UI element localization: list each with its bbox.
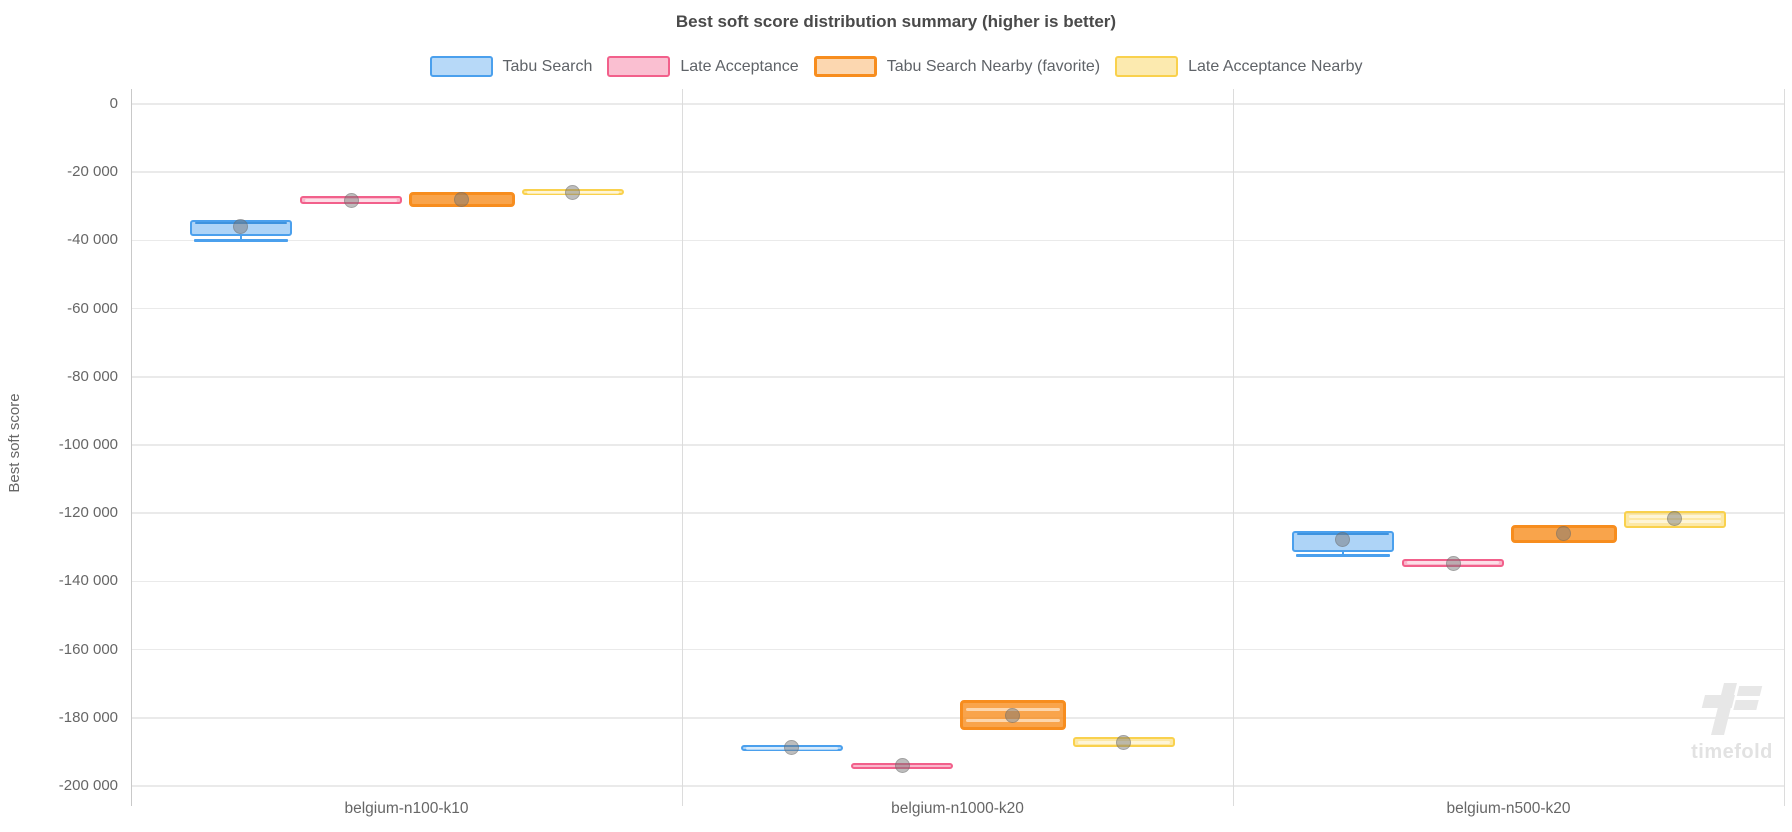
panel-divider xyxy=(1233,89,1234,806)
gridline-horizontal xyxy=(131,307,1784,310)
legend-swatch xyxy=(1115,56,1179,77)
y-tick-label: -140 000 xyxy=(58,572,118,590)
gridline-horizontal xyxy=(131,512,1784,514)
panel-divider xyxy=(682,89,683,806)
legend: Tabu Search Late Acceptance Tabu Search Ne… xyxy=(0,56,1792,77)
mean-dot[interactable] xyxy=(1005,707,1021,723)
watermark-text: timefold xyxy=(1691,741,1773,763)
whisker-cap xyxy=(193,239,288,242)
legend-label: Tabu Search xyxy=(502,57,593,75)
mean-dot[interactable] xyxy=(784,740,799,756)
y-tick-label: -80 000 xyxy=(67,367,118,385)
gridline-horizontal xyxy=(131,648,1784,651)
gridline-horizontal xyxy=(131,444,1784,446)
timefold-logo-icon xyxy=(1701,683,1763,735)
gridline-horizontal xyxy=(131,239,1784,242)
y-tick-label: -20 000 xyxy=(67,163,118,181)
mean-dot[interactable] xyxy=(1667,511,1682,527)
mean-dot[interactable] xyxy=(454,191,470,207)
panel-divider xyxy=(1784,89,1785,806)
y-tick-label: -100 000 xyxy=(58,436,118,453)
legend-item-4[interactable]: Late Acceptance Nearby xyxy=(1115,56,1362,77)
x-category-label: belgium-n1000-k20 xyxy=(891,800,1024,817)
mean-dot[interactable] xyxy=(565,184,580,200)
y-tick-label: -60 000 xyxy=(67,299,118,317)
mean-dot[interactable] xyxy=(1116,734,1131,750)
legend-swatch xyxy=(813,56,877,77)
legend-swatch xyxy=(607,56,671,77)
y-tick-label: -120 000 xyxy=(58,504,118,522)
whisker-cap xyxy=(1295,554,1390,557)
mean-dot[interactable] xyxy=(1335,531,1350,547)
legend-item-3[interactable]: Tabu Search Nearby (favorite) xyxy=(813,56,1101,77)
legend-swatch xyxy=(429,56,493,77)
y-tick-label: -200 000 xyxy=(58,777,118,794)
legend-item-1[interactable]: Tabu Search xyxy=(429,56,593,77)
y-tick-label: -40 000 xyxy=(67,231,118,249)
legend-label: Late Acceptance xyxy=(680,57,799,75)
mean-dot[interactable] xyxy=(343,193,359,209)
mean-dot[interactable] xyxy=(1556,525,1572,541)
gridline-horizontal xyxy=(131,171,1784,173)
gridline-horizontal xyxy=(131,717,1784,719)
legend-label: Tabu Search Nearby (favorite) xyxy=(886,57,1101,75)
y-tick-label: 0 xyxy=(109,95,118,112)
mean-dot[interactable] xyxy=(894,758,910,774)
whisker-line xyxy=(239,233,242,241)
y-tick-label: -160 000 xyxy=(58,640,118,658)
legend-label: Late Acceptance Nearby xyxy=(1188,57,1363,75)
y-tick-label: -180 000 xyxy=(58,708,118,726)
x-category-label: belgium-n500-k20 xyxy=(1446,800,1571,817)
x-category-label: belgium-n100-k10 xyxy=(344,800,469,817)
whisker-line xyxy=(1341,549,1344,556)
mean-dot[interactable] xyxy=(1445,555,1461,571)
gridline-horizontal xyxy=(131,580,1784,583)
y-axis-line xyxy=(131,89,132,806)
chart-title: Best soft score distribution summary (hi… xyxy=(675,12,1117,31)
mean-dot[interactable] xyxy=(233,219,248,235)
legend-item-2[interactable]: Late Acceptance xyxy=(607,56,799,77)
gridline-horizontal xyxy=(131,103,1784,105)
gridline-horizontal xyxy=(131,785,1784,787)
gridline-horizontal xyxy=(131,376,1784,378)
